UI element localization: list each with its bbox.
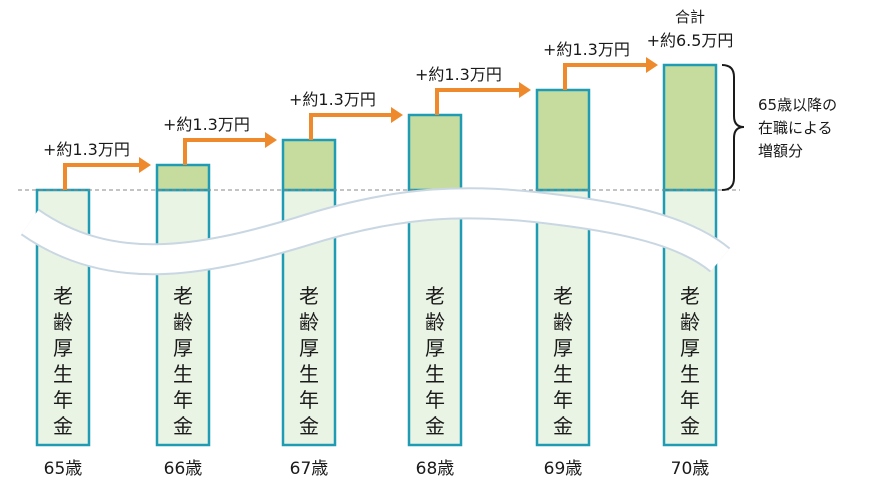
- arrow-line-2: [183, 138, 267, 165]
- bar-text-4-5: 年: [425, 388, 445, 412]
- brace-line-1: 65歳以降の: [758, 96, 837, 114]
- bar-increase-4: [407, 113, 463, 192]
- bar-text-4-1: 老: [425, 284, 445, 308]
- bar-text-2-4: 生: [173, 362, 193, 386]
- bar-increase-5: [535, 88, 591, 192]
- bar-text-3-5: 年: [299, 388, 319, 412]
- bar-text-4-4: 生: [425, 362, 445, 386]
- bar-base-4: [407, 188, 463, 447]
- step-label-1: +約1.3万円: [43, 140, 130, 159]
- arrow-head-3: [391, 107, 403, 123]
- step-label-5: +約1.3万円: [543, 40, 630, 59]
- step-label-3: +約1.3万円: [289, 90, 376, 109]
- bar-text-3-4: 生: [299, 362, 319, 386]
- bar-text-3-3: 厚: [299, 336, 319, 360]
- step-label-2: +約1.3万円: [163, 115, 250, 134]
- bar-text-2-5: 年: [173, 388, 193, 412]
- bar-text-5-6: 金: [553, 414, 573, 438]
- labels-group: 老齢厚生年金65歳老齢厚生年金66歳老齢厚生年金67歳老齢厚生年金68歳老齢厚生…: [44, 284, 710, 479]
- bar-text-6-1: 老: [680, 284, 700, 308]
- arrow-head-4: [519, 82, 531, 98]
- category-label-3: 67歳: [290, 459, 329, 479]
- bar-text-1-2: 齢: [53, 310, 73, 334]
- step-label-4: +約1.3万円: [415, 65, 502, 84]
- category-label-2: 66歳: [164, 459, 203, 479]
- bar-text-2-3: 厚: [173, 336, 193, 360]
- arrow-line-3: [309, 113, 393, 140]
- arrow-head-5: [646, 57, 658, 73]
- total-label: +約6.5万円: [647, 31, 734, 50]
- arrow-head-1: [139, 157, 151, 173]
- bar-text-6-3: 厚: [680, 336, 700, 360]
- bar-base-2: [155, 188, 211, 447]
- arrow-line-4: [435, 88, 521, 115]
- bar-increase-2: [155, 163, 211, 192]
- bar-text-4-3: 厚: [425, 336, 445, 360]
- bar-text-2-6: 金: [173, 414, 193, 438]
- brace-annotation: 65歳以降の 在職による 増額分: [721, 64, 837, 191]
- bar-text-6-6: 金: [680, 414, 700, 438]
- bar-text-1-3: 厚: [53, 336, 73, 360]
- bar-text-5-1: 老: [553, 284, 573, 308]
- brace-line-3: 増額分: [758, 142, 803, 160]
- bar-base-5: [535, 188, 591, 447]
- bar-text-6-5: 年: [680, 388, 700, 412]
- wave-break: [20, 187, 731, 276]
- wave-gap: [21, 189, 729, 274]
- bar-increase-3: [281, 138, 337, 192]
- arrow-line-1: [63, 163, 141, 190]
- bar-text-5-3: 厚: [553, 336, 573, 360]
- total-annotation: 合計 +約6.5万円: [647, 8, 734, 50]
- bar-text-1-5: 年: [53, 388, 73, 412]
- bar-text-5-2: 齢: [553, 310, 573, 334]
- bar-text-2-1: 老: [173, 284, 193, 308]
- category-label-6: 70歳: [671, 459, 710, 479]
- arrow-line-5: [563, 63, 648, 90]
- bars-group: [35, 63, 718, 447]
- curly-brace: [721, 64, 745, 191]
- bar-text-3-2: 齢: [299, 310, 319, 334]
- category-label-4: 68歳: [416, 459, 455, 479]
- bar-text-3-1: 老: [299, 284, 319, 308]
- bar-text-5-5: 年: [553, 388, 573, 412]
- bar-text-1-1: 老: [53, 284, 73, 308]
- bar-text-6-2: 齢: [680, 310, 700, 334]
- total-title: 合計: [675, 8, 705, 26]
- category-label-1: 65歳: [44, 459, 83, 479]
- bar-text-6-4: 生: [680, 362, 700, 386]
- category-label-5: 69歳: [544, 459, 583, 479]
- bar-text-4-2: 齢: [425, 310, 445, 334]
- bar-text-3-6: 金: [299, 414, 319, 438]
- bar-text-1-4: 生: [53, 362, 73, 386]
- bar-text-4-6: 金: [425, 414, 445, 438]
- brace-line-2: 在職による: [758, 119, 833, 137]
- arrow-head-2: [265, 132, 277, 148]
- bar-text-1-6: 金: [53, 414, 73, 438]
- bar-increase-6: [662, 63, 718, 192]
- increase-arrows: +約1.3万円 +約1.3万円 +約1.3万円 +約1.3万円 +約1.3万円: [43, 40, 658, 190]
- bar-text-2-2: 齢: [173, 310, 193, 334]
- bar-text-5-4: 生: [553, 362, 573, 386]
